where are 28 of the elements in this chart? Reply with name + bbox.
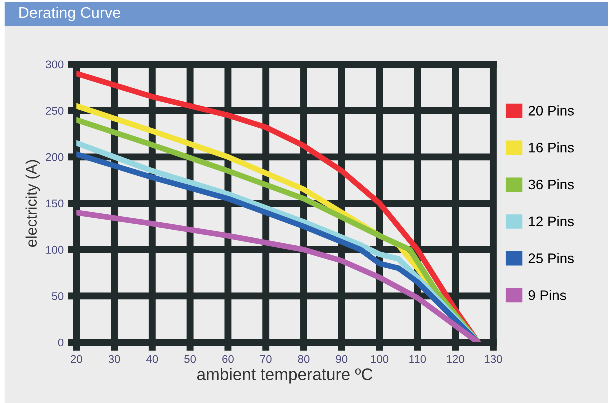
x-tick-label: 30 (108, 355, 120, 364)
y-tick-label: 150 (46, 200, 64, 208)
x-tick-label: 20 (71, 355, 82, 364)
x-tick-label: 60 (222, 355, 234, 364)
legend-label: 9 Pins (528, 290, 566, 300)
x-tick-label: 90 (336, 355, 348, 364)
chart-title: Derating Curve (20, 6, 120, 22)
legend-label: 36 Pins (528, 179, 574, 190)
legend-label: 20 Pins (528, 106, 574, 116)
x-tick-label: 50 (184, 355, 196, 364)
y-tick-label: 250 (46, 107, 64, 115)
x-axis-title: ambient temperature ºC (197, 368, 373, 384)
y-tick-label: 50 (52, 292, 64, 300)
x-tick-label: 130 (485, 355, 502, 364)
x-tick-label: 120 (447, 355, 464, 364)
y-tick-label: 100 (46, 246, 64, 254)
x-tick-label: 40 (146, 355, 158, 364)
y-tick-label: 200 (46, 153, 64, 162)
y-tick-label: 300 (46, 60, 64, 69)
x-tick-label: 100 (371, 355, 389, 364)
x-tick-label: 110 (410, 355, 426, 364)
legend-label: 25 Pins (528, 253, 574, 264)
x-tick-label: 70 (260, 355, 272, 364)
legend-label: 16 Pins (529, 142, 574, 153)
x-tick-label: 80 (298, 355, 310, 364)
y-tick-label: 0 (58, 338, 64, 347)
y-axis-title: electricity (A) (26, 160, 40, 248)
legend-label: 12 Pins (529, 216, 574, 227)
